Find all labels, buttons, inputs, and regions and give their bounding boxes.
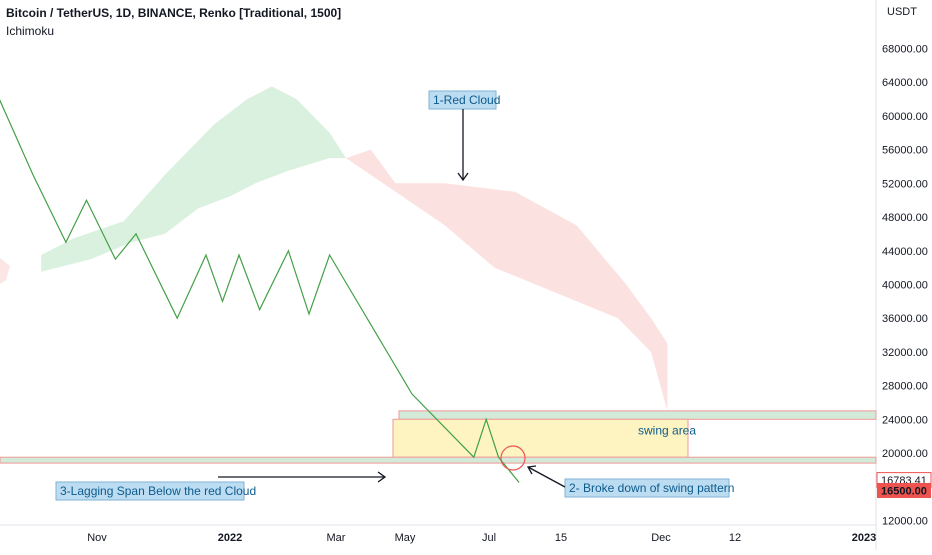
price-tick-label: 32000.00 <box>882 347 928 359</box>
indicator-label[interactable]: Ichimoku <box>6 24 54 38</box>
swing-break-note-box <box>564 478 730 498</box>
time-tick-label: 2022 <box>218 532 242 544</box>
price-tick-label: 36000.00 <box>882 313 928 325</box>
lagging-span-note-box <box>55 481 245 501</box>
time-tick-label: 2023 <box>852 532 876 544</box>
price-tick-label: 48000.00 <box>882 212 928 224</box>
price-tick-label: 68000.00 <box>882 44 928 56</box>
swing-break-arrowhead <box>526 465 537 475</box>
time-axis[interactable]: Nov 2022 Mar May Jul 15 Dec 12 2023 <box>87 532 876 544</box>
swing-break-note-text: 2- Broke down of swing pattern <box>569 481 734 495</box>
support-zones: swing area <box>0 410 877 464</box>
lagging-span-arrowhead <box>377 471 387 483</box>
price-tag-filled-text: 16500.00 <box>881 485 927 497</box>
price-tick-label: 52000.00 <box>882 178 928 190</box>
time-tick-label: Mar <box>327 532 346 544</box>
price-tick-label: 24000.00 <box>882 414 928 426</box>
swing-area-label: swing area <box>638 423 696 437</box>
green-cloud <box>41 86 347 272</box>
red-cloud <box>346 149 668 411</box>
time-tick-label: Dec <box>651 532 671 544</box>
price-tag-filled <box>877 482 931 498</box>
red-cloud-left <box>0 258 10 284</box>
lower-support-band <box>0 456 877 464</box>
price-tick-label: 44000.00 <box>882 246 928 258</box>
annotations: 1-Red Cloud 2- Broke down of swing patter… <box>55 90 734 501</box>
price-tick-label: 20000.00 <box>882 448 928 460</box>
currency-label: USDT <box>887 6 917 18</box>
price-axis[interactable]: USDT 68000.00 64000.00 60000.00 56000.00 5200… <box>876 6 932 527</box>
price-tick-label: 40000.00 <box>882 280 928 292</box>
lagging-span <box>0 99 520 483</box>
upper-support-band <box>398 410 877 420</box>
red-cloud-arrowhead <box>457 172 469 182</box>
price-tick-label: 28000.00 <box>882 381 928 393</box>
time-tick-label: May <box>395 532 416 544</box>
price-tick-label: 64000.00 <box>882 77 928 89</box>
lagging-span-note-text: 3-Lagging Span Below the red Cloud <box>60 484 256 498</box>
ichimoku-cloud <box>0 86 668 411</box>
red-cloud-note-text: 1-Red Cloud <box>433 93 500 107</box>
chart-title: Bitcoin / TetherUS, 1D, BINANCE, Renko [… <box>6 6 341 20</box>
time-tick-label: Jul <box>482 532 496 544</box>
time-tick-label: Nov <box>87 532 107 544</box>
time-tick-label: 15 <box>555 532 567 544</box>
swing-break-arrow <box>527 466 566 488</box>
breakdown-circle <box>500 445 526 471</box>
price-tick-label: 12000.00 <box>882 515 928 527</box>
lagging-span-line <box>0 99 520 483</box>
time-tick-label: 12 <box>729 532 741 544</box>
price-tick-label: 56000.00 <box>882 145 928 157</box>
price-tick-label: 60000.00 <box>882 111 928 123</box>
